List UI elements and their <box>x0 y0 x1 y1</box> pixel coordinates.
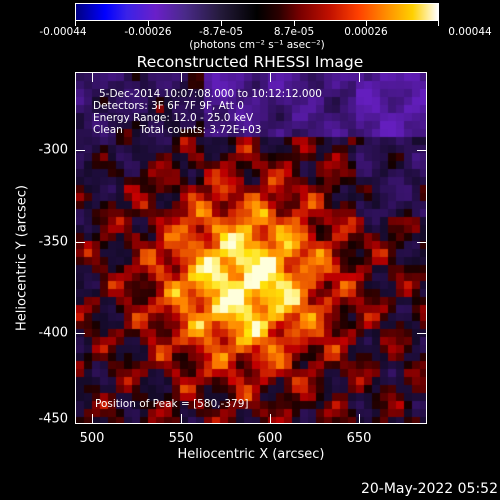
x-tick-mark <box>270 414 271 424</box>
colorbar-tick <box>75 21 76 26</box>
x-tick-mark <box>181 72 182 82</box>
colorbar-tick-label: -0.00044 <box>39 26 87 38</box>
colorbar-tick <box>438 21 439 26</box>
info-peak-position: Position of Peak = [580,-379] <box>95 398 249 410</box>
info-detectors: Detectors: 3F 6F 7F 9F, Att 0 <box>93 100 244 112</box>
colorbar-tick-label: 0.00026 <box>344 26 388 38</box>
x-tick-mark <box>92 414 93 424</box>
y-tick-label: -350 <box>38 234 68 250</box>
y-tick-mark <box>417 150 427 151</box>
colorbar-tick <box>294 21 295 26</box>
colorbar-units-label: (photons cm⁻² s⁻¹ asec⁻²) <box>189 39 325 51</box>
y-tick-mark <box>417 333 427 334</box>
y-tick-mark <box>75 242 85 243</box>
y-tick-label: -300 <box>38 142 68 158</box>
colorbar-tick-label: -8.7e-05 <box>198 26 244 38</box>
image-title: Reconstructed RHESSI Image <box>136 53 364 71</box>
colorbar-tick <box>366 21 367 26</box>
info-time-range: 5-Dec-2014 10:07:08.000 to 10:12:12.000 <box>99 88 322 100</box>
x-tick-mark <box>270 72 271 82</box>
colorbar-tick <box>148 21 149 26</box>
y-axis-label: Heliocentric Y (arcsec) <box>14 185 30 331</box>
x-tick-label: 650 <box>346 431 372 446</box>
info-total-counts: Clean Total counts: 3.72E+03 <box>93 124 262 136</box>
y-tick-mark <box>75 150 85 151</box>
x-tick-mark <box>359 72 360 82</box>
x-tick-mark <box>359 414 360 424</box>
x-tick-mark <box>92 72 93 82</box>
y-tick-mark <box>417 242 427 243</box>
colorbar-tick-label: -0.00026 <box>124 26 172 38</box>
colorbar <box>75 3 439 21</box>
x-tick-mark <box>181 414 182 424</box>
colorbar-tick-label: 0.00044 <box>448 26 492 38</box>
x-tick-label: 550 <box>168 431 194 446</box>
y-tick-label: -450 <box>38 411 68 427</box>
x-tick-label: 500 <box>79 431 105 446</box>
image-plot-area <box>75 72 427 424</box>
plot-datestamp: 20-May-2022 05:52 <box>360 481 498 497</box>
colorbar-tick <box>221 21 222 26</box>
y-tick-label: -400 <box>38 325 68 341</box>
y-tick-mark <box>75 333 85 334</box>
y-tick-mark <box>75 423 85 424</box>
x-tick-label: 600 <box>257 431 283 446</box>
rhessi-heatmap <box>76 73 426 423</box>
x-axis-label: Heliocentric X (arcsec) <box>177 447 325 462</box>
colorbar-tick-label: 8.7e-05 <box>273 26 315 38</box>
info-energy-range: Energy Range: 12.0 - 25.0 keV <box>93 112 254 124</box>
